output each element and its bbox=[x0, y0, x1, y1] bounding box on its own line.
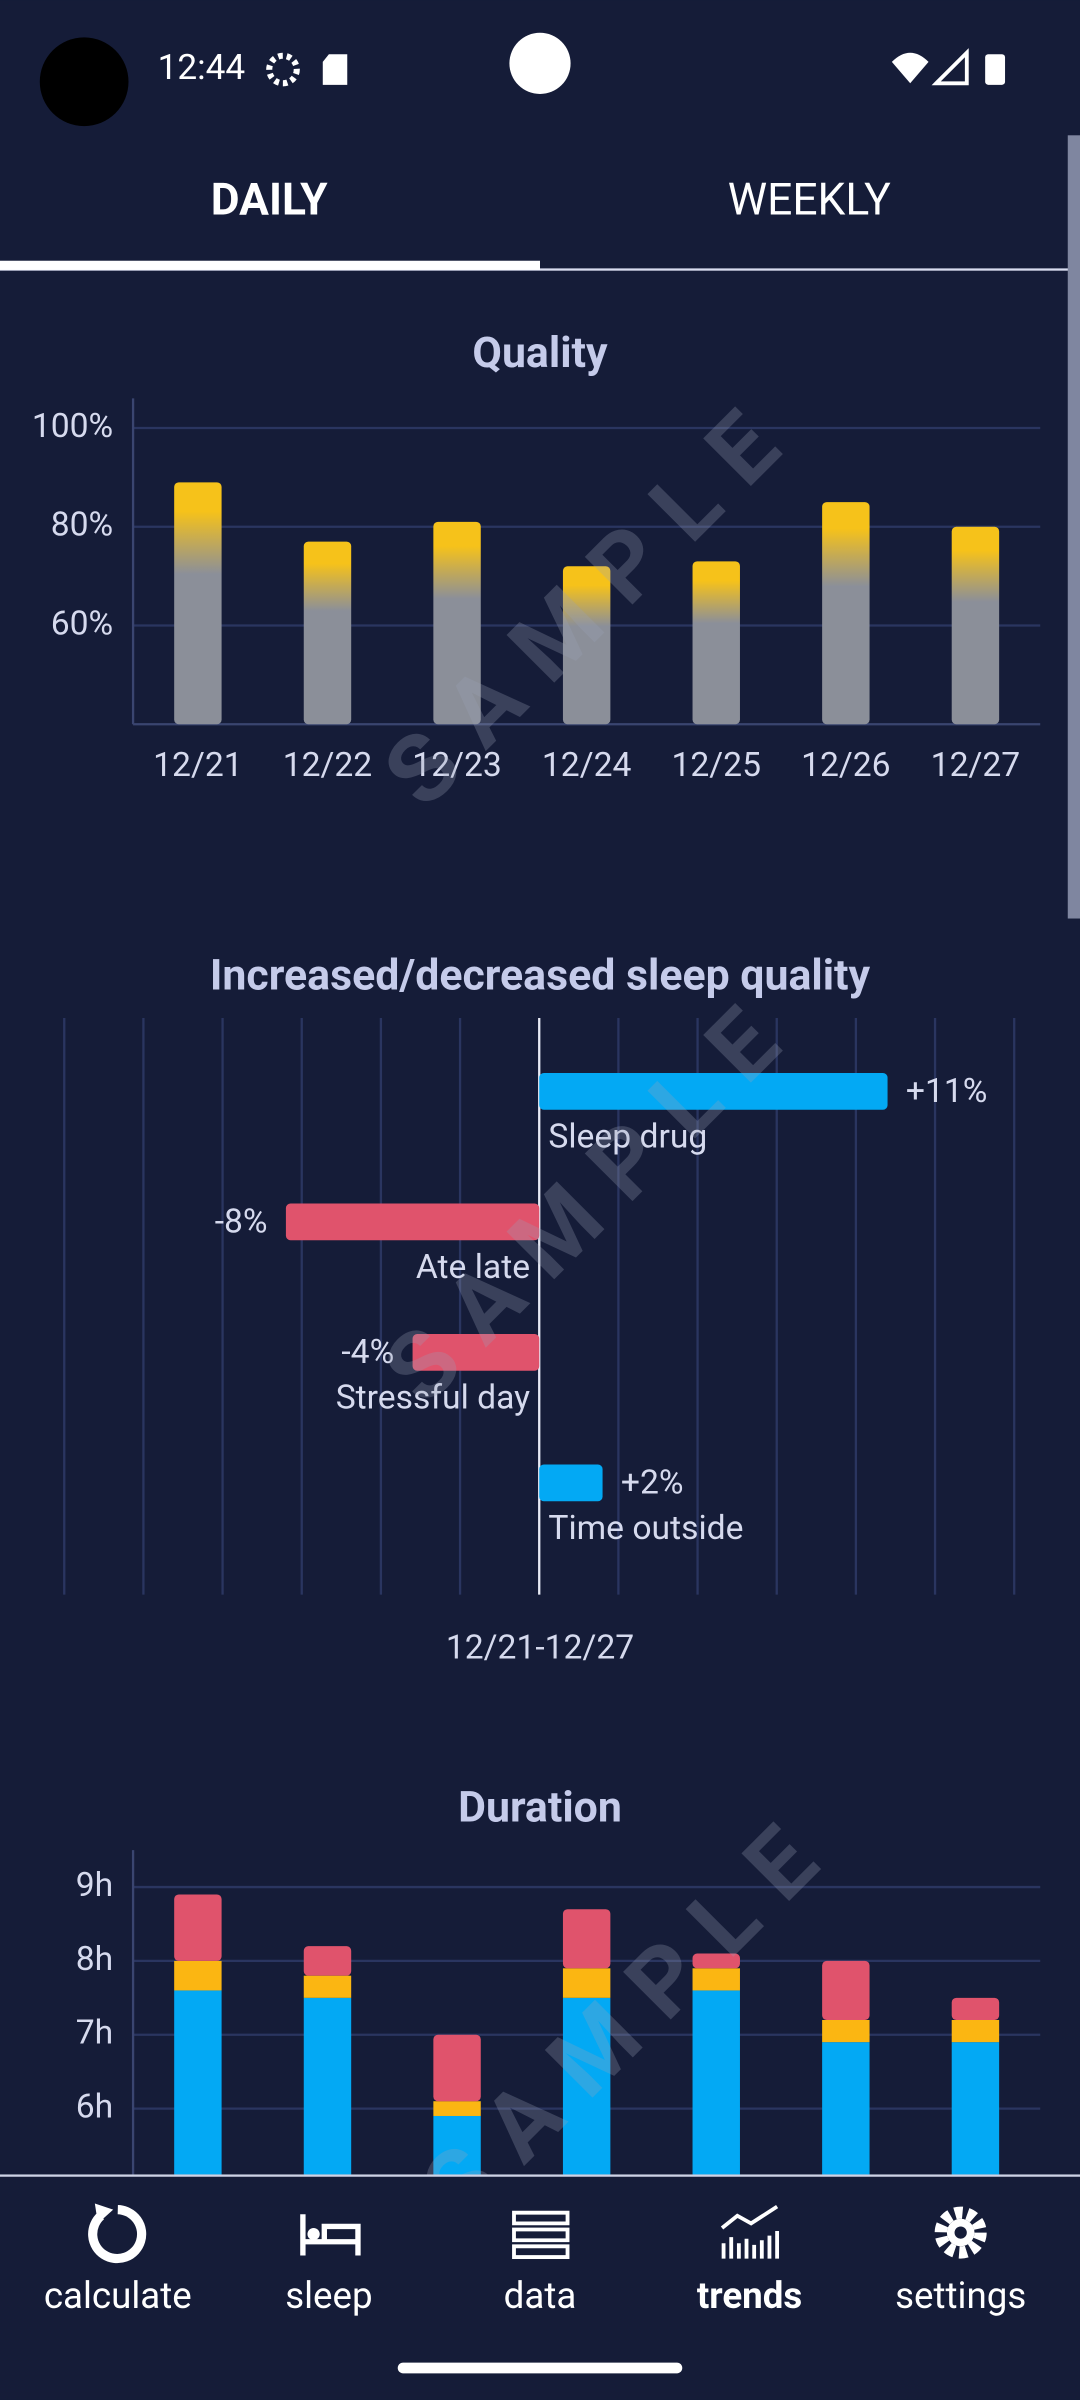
data-icon bbox=[512, 2210, 570, 2259]
chart-title: Duration bbox=[458, 1783, 622, 1833]
calculate-icon bbox=[88, 2205, 147, 2264]
bar-segment bbox=[433, 2101, 481, 2116]
sleep-icon-head bbox=[307, 2227, 320, 2241]
x-axis-label: 12/21-12/27 bbox=[446, 1629, 634, 1668]
settings-icon-hole bbox=[954, 2226, 967, 2239]
camera bbox=[39, 37, 129, 127]
value-label: -4% bbox=[341, 1333, 394, 1372]
bar-segment bbox=[692, 1953, 740, 1969]
y-tick-label: 100% bbox=[32, 407, 113, 446]
status-bar: 12:44 bbox=[39, 32, 1006, 127]
value-label: +11% bbox=[906, 1072, 988, 1111]
bar bbox=[562, 566, 611, 725]
x-tick-label: 12/22 bbox=[283, 746, 373, 785]
tab-indicator bbox=[0, 260, 540, 270]
bar bbox=[285, 1203, 540, 1241]
nav-label[interactable]: calculate bbox=[44, 2274, 192, 2317]
nav-divider bbox=[0, 2174, 1080, 2177]
calculate-icon-arrow bbox=[94, 2203, 114, 2224]
x-tick-label: 12/25 bbox=[671, 746, 761, 785]
y-tick-label: 80% bbox=[51, 506, 113, 545]
tab[interactable]: DAILY bbox=[211, 173, 328, 225]
category-label: Time outside bbox=[548, 1509, 743, 1548]
bar-segment bbox=[822, 2019, 870, 2043]
x-tick-label: 12/24 bbox=[542, 746, 632, 785]
value-label: -8% bbox=[215, 1202, 268, 1241]
y-tick-label: 9h bbox=[76, 1866, 113, 1905]
bar bbox=[951, 526, 1000, 725]
wifi-icon bbox=[891, 52, 929, 84]
nav-label[interactable]: settings bbox=[895, 2274, 1026, 2317]
bar-segment bbox=[174, 1894, 222, 1961]
y-tick-label: 6h bbox=[76, 2087, 113, 2126]
bar-segment bbox=[822, 1960, 870, 2020]
charts: Quality Increased/decreased sleep qualit… bbox=[32, 328, 1041, 2258]
bar bbox=[174, 482, 222, 725]
tab-bar: DAILY WEEKLY bbox=[0, 173, 1080, 271]
bar bbox=[433, 521, 481, 725]
bar-segment bbox=[562, 1909, 611, 1969]
bar-segment bbox=[951, 1997, 1000, 2020]
category-label: Ate late bbox=[416, 1248, 530, 1287]
nav-label[interactable]: data bbox=[504, 2274, 577, 2317]
value-label: +2% bbox=[621, 1463, 684, 1502]
category-label: Stressful day bbox=[336, 1379, 530, 1418]
bar bbox=[412, 1334, 540, 1371]
bar-segment bbox=[433, 2034, 481, 2102]
y-tick-label: 8h bbox=[76, 1940, 113, 1979]
sd-icon bbox=[322, 54, 348, 85]
trends-icon-line bbox=[720, 2204, 779, 2230]
category-label: Sleep drug bbox=[548, 1118, 707, 1157]
battery-icon bbox=[985, 54, 1006, 85]
settings-status-icon bbox=[266, 52, 300, 87]
x-tick-label: 12/23 bbox=[412, 746, 502, 785]
settings-icon bbox=[934, 2206, 987, 2259]
notch-dot bbox=[509, 32, 571, 94]
trends-icon-bars bbox=[721, 2231, 780, 2259]
sleep-icon bbox=[300, 2214, 361, 2256]
bar bbox=[822, 502, 870, 725]
chart-title: Increased/decreased sleep quality bbox=[210, 950, 871, 1000]
chart-title: Quality bbox=[472, 328, 608, 378]
y-tick-label: 60% bbox=[51, 604, 113, 643]
x-tick-label: 12/26 bbox=[801, 746, 891, 785]
bar-segment bbox=[951, 2019, 1000, 2043]
clock: 12:44 bbox=[158, 46, 246, 88]
bar-segment bbox=[303, 1946, 352, 1976]
scrollbar bbox=[1067, 135, 1080, 919]
bar-segment bbox=[303, 1975, 352, 1998]
y-tick-label: 7h bbox=[76, 2014, 113, 2053]
nav-label[interactable]: sleep bbox=[285, 2274, 372, 2317]
tab[interactable]: WEEKLY bbox=[728, 173, 891, 225]
bar bbox=[539, 1464, 603, 1502]
x-tick-label: 12/21 bbox=[153, 746, 243, 785]
bottom-nav: calculate sleep data trends settings bbox=[0, 2174, 1080, 2400]
bar bbox=[692, 561, 740, 725]
bar bbox=[539, 1073, 888, 1110]
home-indicator bbox=[397, 2362, 683, 2374]
signal-icon bbox=[931, 48, 969, 86]
bar-segment bbox=[562, 1968, 611, 1998]
x-tick-label: 12/27 bbox=[931, 746, 1021, 785]
bar-segment bbox=[692, 1968, 740, 1991]
bar bbox=[303, 541, 352, 725]
bar-segment bbox=[174, 1960, 222, 1991]
nav-label[interactable]: trends bbox=[697, 2274, 802, 2317]
